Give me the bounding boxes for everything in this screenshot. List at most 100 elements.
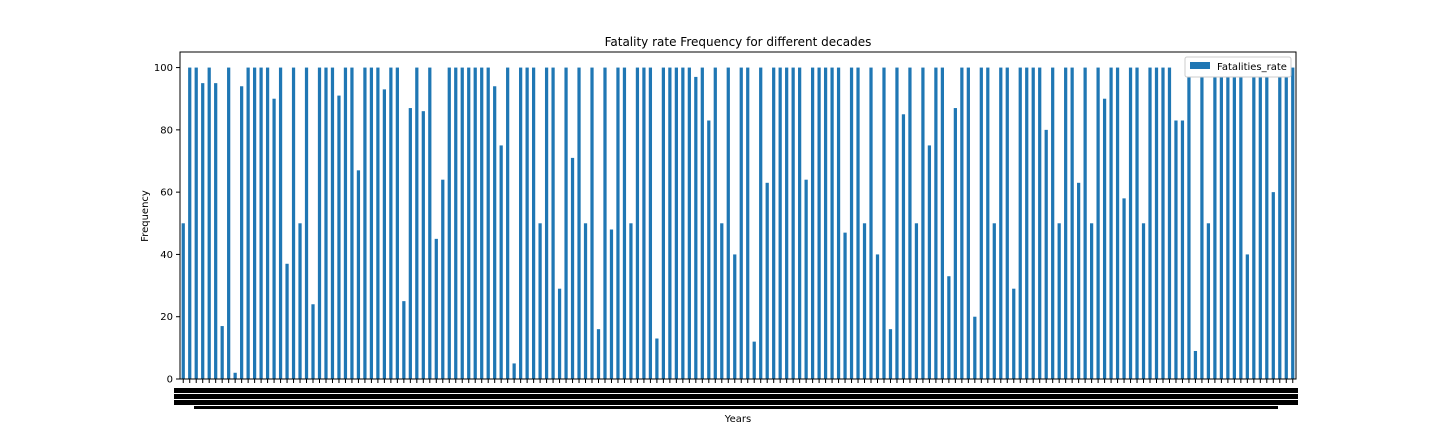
- bar: [1096, 67, 1100, 379]
- bar: [1219, 67, 1223, 379]
- bar: [415, 67, 419, 379]
- bar: [655, 338, 659, 379]
- bar: [953, 108, 957, 379]
- bar: [356, 170, 361, 379]
- bar: [265, 67, 270, 379]
- bar: [1193, 350, 1198, 379]
- bar: [1128, 67, 1133, 379]
- bar: [687, 67, 691, 379]
- y-tick-label: 0: [167, 375, 173, 386]
- bar: [772, 67, 776, 379]
- bar: [778, 67, 782, 379]
- bar: [408, 108, 412, 379]
- bar: [590, 67, 594, 379]
- bar: [895, 67, 899, 379]
- bar: [564, 67, 568, 379]
- bar: [791, 67, 795, 379]
- bar: [1180, 120, 1185, 379]
- bar: [1265, 67, 1269, 379]
- bar: [240, 86, 244, 379]
- bar: [1226, 67, 1230, 379]
- bar: [1291, 67, 1295, 379]
- bar: [616, 67, 620, 379]
- bar: [869, 67, 873, 379]
- bar: [785, 67, 789, 379]
- bar: [986, 67, 990, 379]
- bar: [1083, 67, 1087, 379]
- bar: [350, 67, 354, 379]
- bar: [1135, 67, 1139, 379]
- bar: [713, 67, 717, 379]
- bar: [700, 67, 704, 379]
- bar: [999, 67, 1003, 379]
- bar: [278, 67, 283, 379]
- bar: [1258, 67, 1262, 379]
- bar: [966, 67, 970, 379]
- y-tick-label: 20: [160, 312, 173, 323]
- bar: [694, 76, 698, 379]
- bar: [291, 67, 296, 379]
- y-tick-label: 100: [154, 63, 173, 74]
- bar: [849, 67, 854, 379]
- bar: [428, 67, 432, 379]
- bar: [363, 67, 367, 379]
- bar: [480, 67, 484, 379]
- x-axis-label: Years: [724, 414, 751, 425]
- bar: [992, 223, 996, 379]
- bar: [596, 329, 601, 379]
- y-tick-label: 80: [160, 125, 173, 136]
- bar: [810, 67, 815, 379]
- bar: [830, 67, 834, 379]
- bar: [298, 223, 302, 379]
- bar: [1206, 223, 1211, 379]
- bar: [817, 67, 821, 379]
- bar: [214, 83, 218, 379]
- bar: [1245, 254, 1249, 379]
- bar: [395, 67, 399, 379]
- bar: [194, 67, 198, 379]
- bar: [454, 67, 458, 379]
- bar: [882, 67, 886, 379]
- x-tick-label-strip: [194, 406, 1278, 409]
- bar: [1005, 67, 1009, 379]
- bar: [1161, 67, 1165, 379]
- y-axis: 0 20 40 60 80 100: [154, 63, 180, 386]
- bar: [1051, 67, 1055, 379]
- bar: [441, 179, 445, 379]
- bar: [862, 223, 867, 379]
- bar: [376, 67, 380, 379]
- bar: [1200, 67, 1204, 379]
- bar: [648, 67, 653, 379]
- bar: [973, 316, 977, 379]
- bar: [661, 67, 665, 379]
- bar: [1064, 67, 1068, 379]
- bar: [888, 329, 893, 379]
- legend-box: [1184, 56, 1292, 78]
- bar: [369, 67, 374, 379]
- chart-title: Fatality rate Frequency for different de…: [605, 35, 872, 49]
- bar: [1239, 67, 1243, 379]
- bar: [1252, 67, 1256, 379]
- bar: [544, 67, 549, 379]
- bar: [304, 67, 309, 379]
- bar: [343, 67, 348, 379]
- bar: [921, 67, 925, 379]
- x-tick-label-strip: [174, 388, 1298, 393]
- bar: [875, 254, 880, 379]
- bar: [1284, 67, 1288, 379]
- bar: [1025, 67, 1029, 379]
- bar: [1271, 192, 1275, 379]
- bar: [570, 157, 575, 379]
- bar: [557, 288, 562, 379]
- bar: [1122, 198, 1126, 379]
- bar: [330, 67, 335, 379]
- bar: [486, 67, 490, 379]
- legend: Fatalities_rate: [1184, 56, 1292, 78]
- bar: [759, 67, 763, 379]
- bar: [421, 111, 425, 380]
- bar: [1278, 67, 1282, 379]
- bars-layer: [181, 67, 1295, 380]
- bar: [629, 223, 633, 379]
- bar: [337, 95, 341, 379]
- x-tick-label-band: [174, 388, 1298, 409]
